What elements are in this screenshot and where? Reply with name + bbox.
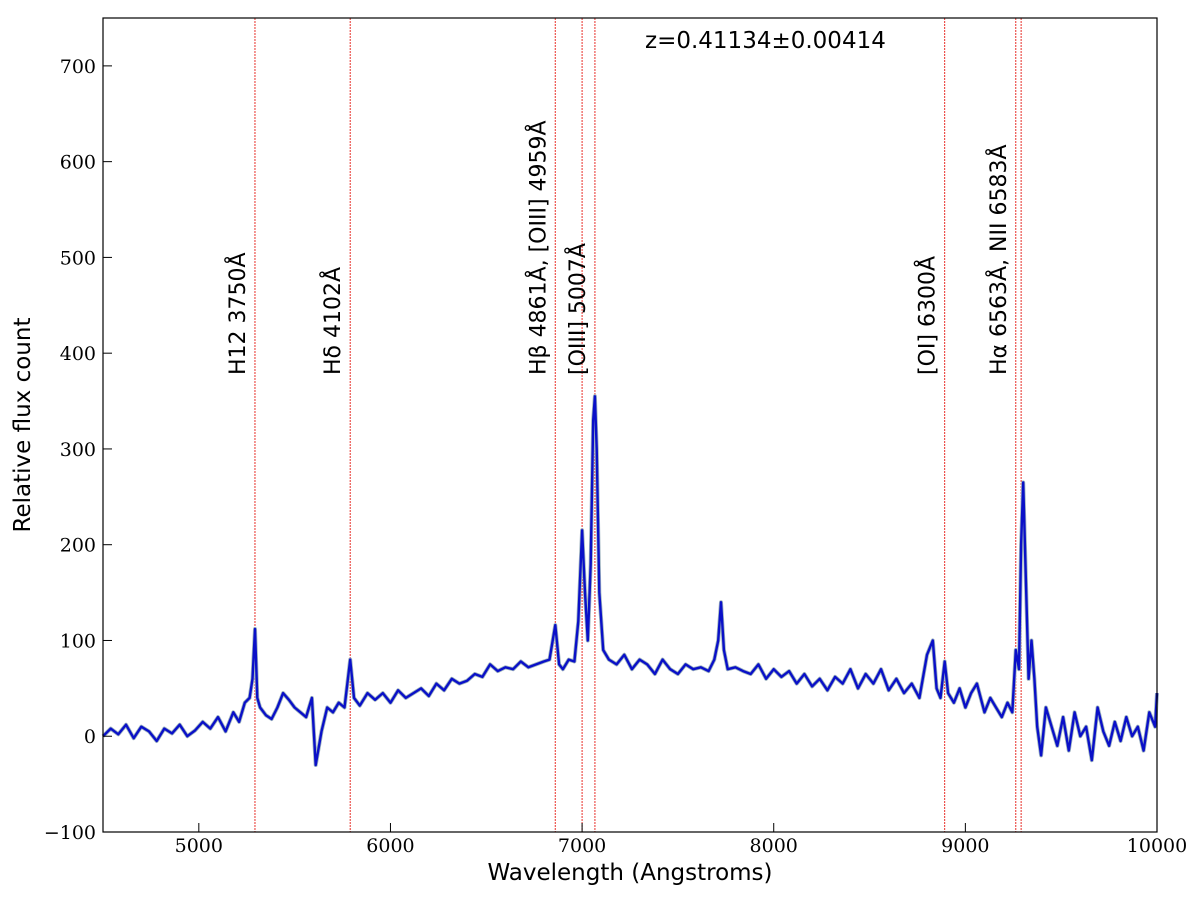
y-tick-label: 300 [60, 439, 96, 461]
emission-line-label: H12 3750Å [224, 252, 251, 375]
y-tick-label: 500 [60, 247, 96, 269]
emission-line-label: Hα 6563Å, NII 6583Å [985, 144, 1012, 375]
x-tick-label: 7000 [558, 835, 606, 857]
y-tick-label: 400 [60, 343, 96, 365]
x-tick-label: 6000 [366, 835, 414, 857]
emission-line-label: Hβ 4861Å, [OIII] 4959Å [524, 120, 551, 375]
spectrum-series [101, 394, 1159, 767]
y-tick-label: 600 [60, 152, 96, 174]
y-tick-label: 100 [60, 630, 96, 652]
y-tick-label: 200 [60, 535, 96, 557]
x-tick-label: 9000 [941, 835, 989, 857]
emission-line-labels: H12 3750Å Hδ 4102Å Hβ 4861Å, [OIII] 4959Å [… [224, 120, 1012, 375]
y-tick-label: 700 [60, 56, 96, 78]
y-tick-label: 0 [84, 726, 96, 748]
x-tick-label: 10000 [1127, 835, 1187, 857]
x-tick-label: 8000 [750, 835, 798, 857]
x-axis-label: Wavelength (Angstroms) [487, 860, 772, 886]
emission-line-markers [254, 18, 1022, 832]
emission-line-label: [OI] 6300Å [914, 256, 941, 375]
emission-line-label: [OIII] 5007Å [564, 243, 591, 375]
y-axis-label: Relative flux count [10, 318, 36, 533]
spectrum-line [102, 395, 1159, 767]
plot-frame [102, 17, 1158, 833]
axis-ticks: 5000 6000 7000 8000 9000 10000 −100 0 100 200 300 4… [44, 56, 1187, 857]
y-tick-label: −100 [44, 822, 96, 844]
emission-line-label: Hδ 4102Å [319, 267, 346, 375]
x-tick-label: 5000 [175, 835, 223, 857]
redshift-annotation: z=0.41134±0.00414 [645, 28, 886, 54]
